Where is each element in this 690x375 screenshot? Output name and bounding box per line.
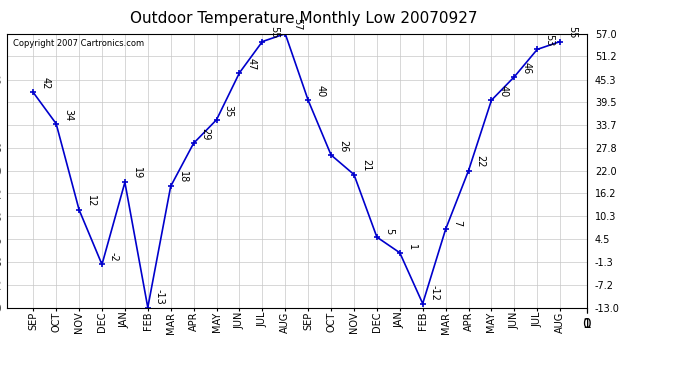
Text: 21: 21 (361, 159, 371, 172)
Text: 22: 22 (475, 155, 486, 168)
Text: 5: 5 (384, 228, 394, 234)
Text: 1: 1 (406, 244, 417, 250)
Text: 46: 46 (521, 62, 531, 74)
Text: 47: 47 (246, 58, 257, 70)
Text: -12: -12 (430, 285, 440, 301)
Text: 55: 55 (567, 26, 577, 39)
Text: 7: 7 (453, 220, 462, 226)
Text: 53: 53 (544, 34, 554, 46)
Text: 12: 12 (86, 195, 96, 207)
Text: 29: 29 (201, 128, 210, 141)
Text: 34: 34 (63, 109, 73, 121)
Text: -2: -2 (109, 252, 119, 262)
Text: 19: 19 (132, 167, 142, 180)
Text: 40: 40 (498, 85, 509, 98)
Text: 55: 55 (269, 26, 279, 39)
Text: 35: 35 (224, 105, 233, 117)
Text: 26: 26 (338, 140, 348, 152)
Text: 42: 42 (40, 77, 50, 90)
Text: -13: -13 (155, 289, 165, 305)
Text: Outdoor Temperature Monthly Low 20070927: Outdoor Temperature Monthly Low 20070927 (130, 11, 477, 26)
Text: 40: 40 (315, 85, 325, 98)
Text: 57: 57 (292, 18, 302, 31)
Text: 18: 18 (177, 171, 188, 183)
Text: Copyright 2007 Cartronics.com: Copyright 2007 Cartronics.com (12, 39, 144, 48)
